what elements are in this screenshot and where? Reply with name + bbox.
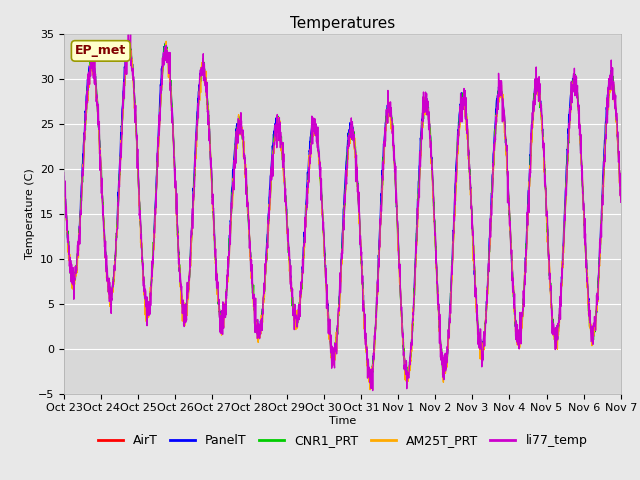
- PanelT: [584, 281, 591, 287]
- li77_temp: [127, 26, 134, 32]
- CNR1_PRT: [584, 282, 591, 288]
- AM25T_PRT: [359, 288, 367, 294]
- AM25T_PRT: [366, 387, 374, 393]
- AirT: [584, 284, 591, 289]
- X-axis label: Time: Time: [329, 416, 356, 426]
- CNR1_PRT: [568, 88, 576, 94]
- CNR1_PRT: [125, 38, 132, 44]
- CNR1_PRT: [505, 193, 513, 199]
- Line: CNR1_PRT: CNR1_PRT: [64, 41, 621, 381]
- AirT: [617, 195, 625, 201]
- Line: AM25T_PRT: AM25T_PRT: [64, 41, 621, 390]
- AirT: [371, 337, 379, 343]
- AM25T_PRT: [568, 91, 576, 97]
- li77_temp: [617, 199, 625, 205]
- AirT: [125, 43, 133, 49]
- AM25T_PRT: [617, 196, 625, 202]
- li77_temp: [216, 315, 223, 321]
- CNR1_PRT: [60, 179, 68, 184]
- AM25T_PRT: [584, 274, 591, 279]
- Text: EP_met: EP_met: [75, 44, 126, 58]
- CNR1_PRT: [617, 196, 625, 202]
- PanelT: [505, 196, 513, 202]
- li77_temp: [568, 100, 576, 106]
- li77_temp: [369, 388, 376, 394]
- AirT: [216, 310, 223, 316]
- Line: PanelT: PanelT: [64, 40, 621, 378]
- AirT: [359, 283, 367, 289]
- li77_temp: [60, 170, 68, 176]
- AirT: [505, 193, 513, 199]
- PanelT: [60, 173, 68, 179]
- CNR1_PRT: [403, 378, 411, 384]
- AM25T_PRT: [371, 330, 379, 336]
- li77_temp: [505, 196, 513, 202]
- AM25T_PRT: [60, 178, 68, 183]
- CNR1_PRT: [216, 312, 223, 318]
- PanelT: [371, 334, 379, 340]
- AM25T_PRT: [216, 306, 223, 312]
- CNR1_PRT: [371, 330, 379, 336]
- li77_temp: [584, 284, 591, 289]
- PanelT: [366, 375, 374, 381]
- AM25T_PRT: [505, 196, 513, 202]
- AirT: [568, 87, 576, 93]
- li77_temp: [371, 336, 379, 342]
- AirT: [403, 372, 411, 378]
- li77_temp: [359, 273, 367, 279]
- Line: AirT: AirT: [64, 46, 621, 375]
- AirT: [60, 175, 68, 180]
- Line: li77_temp: li77_temp: [64, 29, 621, 391]
- Legend: AirT, PanelT, CNR1_PRT, AM25T_PRT, li77_temp: AirT, PanelT, CNR1_PRT, AM25T_PRT, li77_…: [93, 429, 592, 452]
- Y-axis label: Temperature (C): Temperature (C): [25, 168, 35, 259]
- PanelT: [125, 37, 133, 43]
- Title: Temperatures: Temperatures: [290, 16, 395, 31]
- PanelT: [359, 281, 367, 287]
- AM25T_PRT: [163, 38, 170, 44]
- PanelT: [617, 193, 625, 199]
- CNR1_PRT: [359, 279, 367, 285]
- PanelT: [568, 79, 576, 84]
- PanelT: [216, 306, 223, 312]
